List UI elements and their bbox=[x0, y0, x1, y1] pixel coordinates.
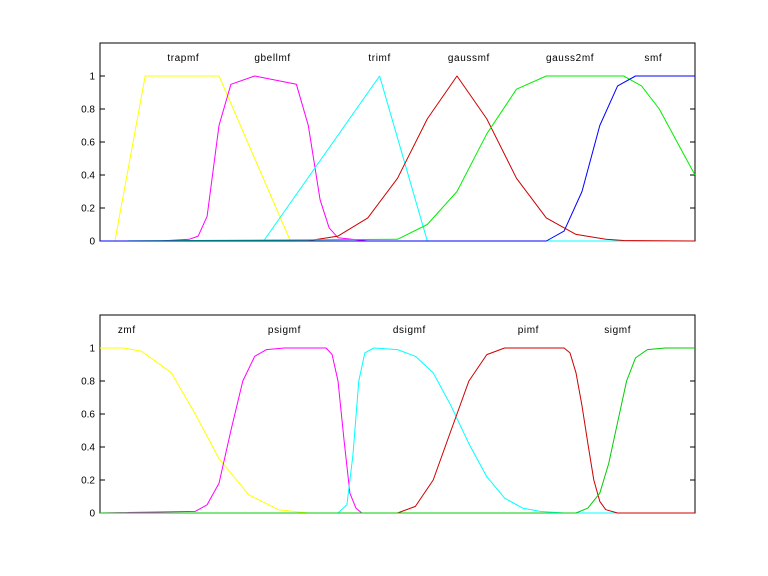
series-label-trapmf: trapmf bbox=[167, 53, 199, 64]
series-line-gbellmf bbox=[100, 75, 695, 242]
series-label-gaussmf: gaussmf bbox=[448, 53, 490, 64]
series-line-gaussmf bbox=[99, 75, 696, 242]
series-label-trimf: trimf bbox=[368, 53, 390, 64]
bottom-subplot: 0 0.2 0.4 0.6 0.8 1 zmf psigmf dsigmf pimf sigmf bbox=[81, 314, 696, 520]
series-line-zmf bbox=[100, 347, 695, 514]
series-line-psigmf bbox=[99, 347, 695, 514]
y-tick-label: 1 bbox=[89, 344, 95, 355]
series-label-dsigmf: dsigmf bbox=[393, 325, 426, 336]
y-tick-label: 0.6 bbox=[81, 410, 95, 421]
top-subplot: 0 0.2 0.4 0.6 0.8 1 trapmf gbellmf trimf gaussmf g… bbox=[81, 42, 696, 248]
series-label-zmf: zmf bbox=[118, 325, 136, 336]
series-label-pimf: pimf bbox=[518, 325, 539, 336]
y-tick-label: 0.6 bbox=[81, 138, 95, 149]
series-line-sigmf bbox=[100, 347, 695, 514]
series-line-gauss2mf bbox=[99, 75, 696, 242]
y-tick-label: 0.8 bbox=[81, 105, 95, 116]
series-line-smf bbox=[100, 75, 695, 242]
y-tick-label: 0 bbox=[89, 509, 95, 520]
y-tick-label: 0.2 bbox=[81, 204, 95, 215]
series-label-gbellmf: gbellmf bbox=[254, 53, 290, 64]
y-tick-label: 0 bbox=[89, 237, 95, 248]
y-tick-label: 0.8 bbox=[81, 377, 95, 388]
series-label-sigmf: sigmf bbox=[604, 325, 631, 336]
y-tick-label: 0.4 bbox=[81, 443, 95, 454]
series-line-dsigmf bbox=[100, 347, 695, 514]
series-label-smf: smf bbox=[644, 53, 662, 64]
series-label-psigmf: psigmf bbox=[268, 325, 301, 336]
axes-box bbox=[99, 314, 696, 514]
y-tick-label: 0.4 bbox=[81, 171, 95, 182]
series-label-gauss2mf: gauss2mf bbox=[546, 53, 594, 64]
axes-box bbox=[99, 42, 696, 242]
y-tick-label: 1 bbox=[89, 72, 95, 83]
y-tick-label: 0.2 bbox=[81, 476, 95, 487]
series-line-pimf bbox=[100, 347, 695, 514]
